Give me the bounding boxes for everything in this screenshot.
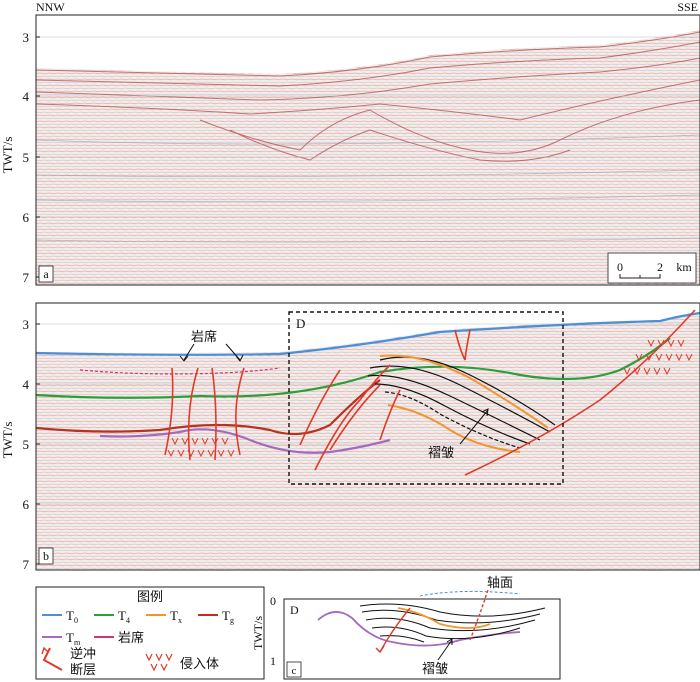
horizon-t4 [36, 337, 671, 399]
legend-sill-label: 岩席 [118, 630, 144, 646]
fold-label: 褶皱 [422, 661, 448, 677]
legend-subscript: 0 [74, 616, 78, 625]
legend-subscript: x [178, 616, 182, 625]
svg-text:Tx: Tx [170, 608, 182, 625]
tick-label: 4 [23, 89, 30, 104]
horizon-tg [36, 379, 381, 436]
direction-label-right: SSE [677, 0, 698, 14]
tick-label: 5 [23, 437, 30, 452]
tick-label: 7 [23, 270, 30, 285]
axial-plane-label: 轴面 [487, 576, 513, 591]
legend-item-t0: T0 [42, 608, 78, 625]
tick-label: 5 [23, 150, 30, 165]
tick-label: 6 [23, 497, 30, 512]
axis-title: TWT/s [0, 422, 15, 459]
zoom-box-label: D [290, 603, 299, 617]
zoom-box-label: D [296, 316, 305, 331]
axis-title: TWT/s [251, 616, 265, 650]
scale-bar: 0 2 km [607, 252, 697, 284]
y-axis-b: 3 4 5 6 7 TWT/s [0, 317, 40, 572]
legend-item-tx: Tx [146, 608, 182, 625]
legend-subscript: m [74, 638, 81, 647]
y-axis-a: 3 4 5 6 7 TWT/s [0, 30, 40, 285]
panel-label-a: a [43, 267, 49, 281]
panel-b: D 岩席 褶皱 3 4 5 6 7 TWT/s b [0, 302, 700, 572]
direction-label-left: NNW [36, 0, 65, 14]
legend-subscript: g [230, 616, 234, 625]
panel-a: NNW SSE [0, 0, 700, 286]
tick-label: 7 [23, 557, 30, 572]
legend-subscript: 4 [126, 616, 130, 625]
panel-label-c: c [292, 665, 297, 677]
panel-label-b: b [43, 549, 49, 563]
tick-label: 3 [23, 30, 30, 45]
scale-unit: km [676, 260, 692, 274]
sill-label: 岩席 [191, 329, 217, 345]
tick-label: 3 [23, 317, 30, 332]
scale-start: 0 [617, 260, 623, 274]
legend-symbol: T [118, 608, 126, 623]
legend-item-fault: 逆冲 断层 [41, 646, 96, 678]
svg-text:Tm: Tm [66, 630, 81, 647]
axis-title: TWT/s [0, 137, 15, 174]
legend-item-intrusion: 侵入体 [145, 653, 219, 672]
legend-intrusion-label: 侵入体 [180, 656, 219, 672]
legend-item-t4: T4 [94, 608, 130, 625]
legend-item-tg: Tg [198, 608, 234, 625]
legend: 图例 T0 T4 Tx Tg Tm 岩席 [35, 586, 265, 680]
legend-symbol: T [222, 608, 230, 623]
horizon-tm [99, 428, 391, 454]
legend-symbol: T [66, 630, 74, 645]
tick-label: 1 [270, 654, 276, 668]
intrusion-markers [167, 339, 693, 458]
legend-fault-line1: 逆冲 [70, 646, 96, 662]
legend-fault-line2: 断层 [70, 663, 96, 678]
fold-label: 褶皱 [428, 445, 454, 461]
svg-text:Tg: Tg [222, 608, 234, 625]
sill-annotation: 岩席 [179, 329, 244, 362]
tick-label: 6 [23, 210, 30, 225]
thrust-faults [164, 309, 696, 476]
tick-label: 0 [270, 594, 276, 608]
legend-title: 图例 [137, 590, 163, 605]
legend-symbol: T [66, 608, 74, 623]
svg-text:T0: T0 [66, 608, 78, 625]
legend-item-tm: Tm [42, 630, 81, 647]
horizon-tx [379, 354, 549, 429]
svg-text:T4: T4 [118, 608, 130, 625]
tick-label: 4 [23, 377, 30, 392]
legend-symbol: T [170, 608, 178, 623]
panel-c: 0 1 TWT/s D 轴面 褶皱 c [251, 576, 561, 680]
scale-end: 2 [657, 260, 663, 274]
zoom-box-d [288, 311, 564, 485]
horizon-t0 [36, 311, 700, 356]
legend-item-sill: 岩席 [94, 630, 144, 646]
